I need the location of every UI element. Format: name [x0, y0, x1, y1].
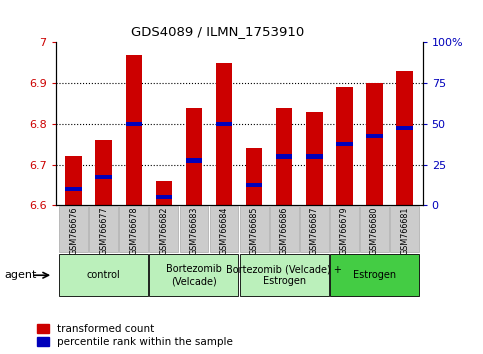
- Bar: [210, 206, 239, 252]
- Bar: [240, 254, 329, 297]
- Bar: [156, 181, 172, 205]
- Bar: [59, 254, 148, 297]
- Bar: [300, 206, 329, 252]
- Text: GSM766678: GSM766678: [129, 206, 138, 255]
- Bar: [119, 206, 148, 252]
- Bar: [59, 206, 88, 252]
- Bar: [246, 183, 262, 187]
- Bar: [89, 206, 118, 252]
- Bar: [96, 140, 112, 205]
- Bar: [216, 122, 232, 126]
- Text: GSM766677: GSM766677: [99, 206, 108, 255]
- Bar: [270, 206, 298, 252]
- Bar: [149, 206, 178, 252]
- Bar: [149, 254, 239, 297]
- Text: GSM766684: GSM766684: [220, 206, 228, 255]
- Text: control: control: [87, 270, 121, 280]
- Bar: [65, 187, 82, 191]
- Text: agent: agent: [5, 270, 37, 280]
- Bar: [276, 154, 293, 159]
- Bar: [390, 206, 419, 252]
- Bar: [396, 71, 413, 205]
- Bar: [126, 55, 142, 205]
- Bar: [240, 206, 269, 252]
- Bar: [360, 206, 389, 252]
- Text: GSM766681: GSM766681: [400, 206, 409, 255]
- Bar: [246, 148, 262, 205]
- Bar: [65, 156, 82, 205]
- Bar: [336, 87, 353, 205]
- Text: GSM766680: GSM766680: [370, 206, 379, 255]
- Bar: [366, 83, 383, 205]
- Text: GSM766679: GSM766679: [340, 206, 349, 255]
- Bar: [330, 206, 359, 252]
- Text: GSM766683: GSM766683: [189, 206, 199, 255]
- Bar: [396, 126, 413, 130]
- Bar: [96, 175, 112, 179]
- Text: GSM766682: GSM766682: [159, 206, 169, 255]
- Text: GSM766686: GSM766686: [280, 206, 289, 255]
- Bar: [216, 63, 232, 205]
- Text: GSM766685: GSM766685: [250, 206, 258, 255]
- Bar: [185, 158, 202, 163]
- Bar: [330, 254, 419, 297]
- Legend: transformed count, percentile rank within the sample: transformed count, percentile rank withi…: [37, 324, 233, 347]
- Bar: [366, 134, 383, 138]
- Text: GSM766687: GSM766687: [310, 206, 319, 255]
- Bar: [185, 108, 202, 205]
- Bar: [306, 154, 323, 159]
- Text: GSM766676: GSM766676: [69, 206, 78, 255]
- Bar: [336, 142, 353, 147]
- Bar: [126, 122, 142, 126]
- Text: Bortezomib
(Velcade): Bortezomib (Velcade): [166, 264, 222, 286]
- Text: GDS4089 / ILMN_1753910: GDS4089 / ILMN_1753910: [131, 25, 304, 38]
- Bar: [276, 108, 293, 205]
- Bar: [306, 112, 323, 205]
- Bar: [156, 195, 172, 199]
- Text: Bortezomib (Velcade) +
Estrogen: Bortezomib (Velcade) + Estrogen: [226, 264, 342, 286]
- Bar: [180, 206, 208, 252]
- Text: Estrogen: Estrogen: [353, 270, 396, 280]
